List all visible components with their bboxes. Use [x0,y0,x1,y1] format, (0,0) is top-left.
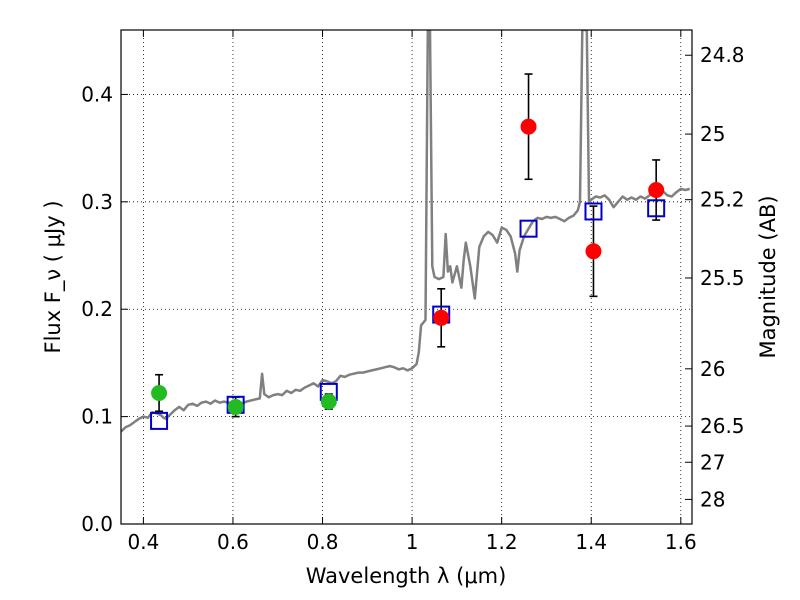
y-right-tick-label: 26 [700,357,725,381]
y-tick-label: 0.4 [81,82,113,106]
data-point [151,384,168,401]
x-tick-label: 1.2 [486,530,518,554]
x-tick-label: 0.8 [307,530,339,554]
model-square-point [150,411,169,430]
data-point [433,309,450,326]
y-tick-label: 0.0 [81,512,113,536]
data-point [320,393,337,410]
x-tick-label: 0.6 [217,530,249,554]
data-point [648,182,665,199]
grid [121,30,692,525]
x-tick-label: 1.6 [665,530,697,554]
data-point [520,118,537,135]
model-square-point [647,199,666,218]
data-point [585,243,602,260]
data-point [227,398,244,415]
spectrum-line [121,30,691,433]
x-tick-label: 0.4 [127,530,159,554]
model-square-point [519,219,538,238]
y-tick-label: 0.2 [81,297,113,321]
y-right-tick-label: 25 [700,122,725,146]
axes: 0.4 0.6 0.8 1 1.2 1.4 1.6 0.0 0.1 0.2 0.3 0.4 24.8 25… [81,29,745,554]
x-tick-label: 1 [406,530,419,554]
y-right-tick-label: 24.8 [700,43,745,67]
y-right-tick-label: 28 [700,487,725,511]
model-square-point [584,202,603,221]
y-axis-right-label: Magnitude (AB) [756,195,780,358]
y-tick-label: 0.3 [81,190,113,214]
x-axis-label: Wavelength λ (μm) [306,564,507,588]
plot-area [121,30,691,433]
y-axis-label: Flux F_ν ( μJy ) [41,200,66,353]
y-right-tick-label: 26.5 [700,414,745,438]
y-right-tick-label: 27 [700,450,725,474]
y-tick-label: 0.1 [81,405,113,429]
y-right-tick-label: 25.5 [700,266,745,290]
axes-frame [120,29,693,525]
y-right-tick-label: 25.2 [700,188,745,212]
x-tick-label: 1.4 [575,530,607,554]
